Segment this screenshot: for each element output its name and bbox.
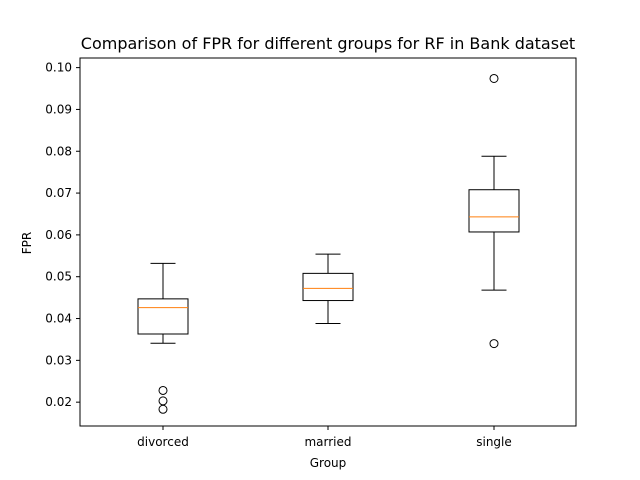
y-tick-label: 0.02 — [45, 395, 72, 409]
plot-area: 0.02 0.03 0.04 0.05 0.06 0.07 0.08 0.09 0.10 divo… — [45, 57, 577, 449]
x-axis-label: Group — [310, 456, 347, 470]
y-axis-label: FPR — [20, 232, 34, 254]
y-tick-label: 0.03 — [45, 353, 72, 367]
y-tick-label: 0.10 — [45, 61, 72, 75]
outlier-divorced-2 — [158, 404, 168, 414]
x-tick-label-divorced: divorced — [137, 435, 189, 449]
y-tick-label: 0.07 — [45, 186, 72, 200]
outlier-divorced-0 — [158, 385, 168, 395]
chart-title: Comparison of FPR for different groups f… — [81, 34, 575, 53]
y-tick-label: 0.08 — [45, 144, 72, 158]
outlier-single-0 — [489, 73, 499, 83]
x-tick-label-married: married — [304, 435, 351, 449]
y-tick-label: 0.04 — [45, 312, 72, 326]
y-tick-label: 0.09 — [45, 102, 72, 116]
outlier-single-1 — [489, 339, 499, 349]
box-married — [302, 272, 354, 302]
y-tick-label: 0.05 — [45, 270, 72, 284]
box-single — [468, 189, 520, 233]
box-divorced — [137, 298, 189, 335]
x-tick-label-single: single — [476, 435, 512, 449]
y-tick-label: 0.06 — [45, 228, 72, 242]
